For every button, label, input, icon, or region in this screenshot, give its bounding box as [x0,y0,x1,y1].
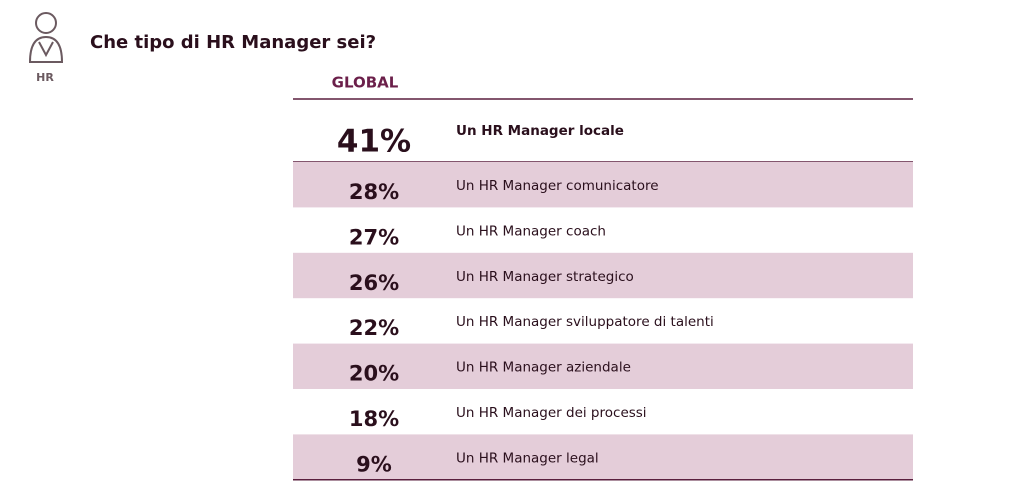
row-label: Un HR Manager coach [456,223,606,239]
row-value: 22% [349,316,399,340]
icon-label: HR [36,71,54,84]
row-value: 27% [349,225,399,249]
hr-icon [28,12,64,63]
row-value: 28% [349,180,399,204]
table-rows: 41% Un HR Manager locale 28% Un HR Manager … [293,123,913,481]
row-background [293,434,913,480]
row-label: Un HR Manager aziendale [456,360,631,376]
row-value: 20% [349,362,399,386]
row-background [293,343,913,389]
row-label: Un HR Manager dei processi [456,405,647,421]
row-background [293,162,913,208]
row-label: Un HR Manager strategico [456,269,634,285]
column-header: GLOBAL [332,74,399,92]
row-label: Un HR Manager locale [456,123,624,139]
title: Che tipo di HR Manager sei? [90,32,376,53]
row-value: 26% [349,271,399,295]
row-value: 18% [349,407,399,431]
row-label: Un HR Manager sviluppatore di talenti [456,314,714,330]
row-label: Un HR Manager legal [456,450,599,466]
row-label: Un HR Manager comunicatore [456,178,659,194]
row-value: 41% [337,124,411,160]
row-background [293,252,913,299]
row-value: 9% [356,452,392,476]
